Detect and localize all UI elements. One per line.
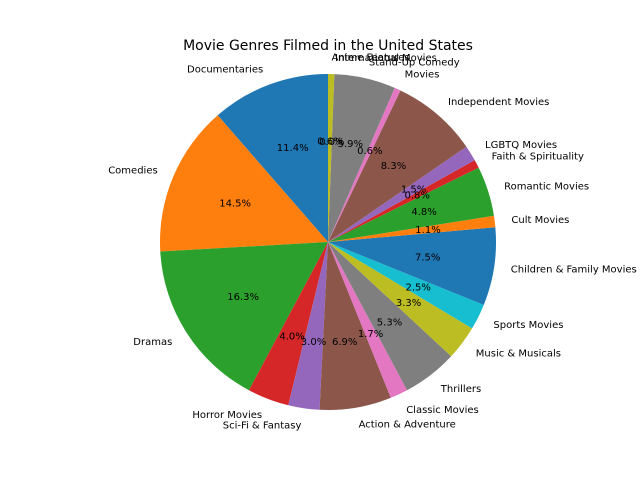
pie-slices xyxy=(160,74,496,411)
slice-label-romantic-movies: Romantic Movies xyxy=(504,182,589,193)
slice-label-sci-fi-fantasy: Sci-Fi & Fantasy xyxy=(223,420,302,431)
slice-stand-up-comedy xyxy=(328,74,395,243)
slice-label-international-movies: International Movies xyxy=(335,53,437,64)
pct-label-stand-up-comedy: 5.9% xyxy=(338,139,363,150)
slice-label-documentaries: Documentaries xyxy=(187,64,263,75)
slice-label-horror-movies: Horror Movies xyxy=(192,410,262,421)
slice-label-stand-up-comedy: Stand-Up Comedy xyxy=(369,57,460,68)
slice-label-music-musicals: Music & Musicals xyxy=(476,349,561,360)
slice-children-family-movies xyxy=(328,227,496,305)
slice-horror-movies xyxy=(248,242,328,406)
slice-classic-movies xyxy=(328,242,408,398)
slice-labels: Documentaries Comedies Dramas Horror Movies… xyxy=(108,53,637,432)
slice-label-children-family-movies: Children & Family Movies xyxy=(511,265,637,276)
slice-label-comedies: Comedies xyxy=(108,166,157,177)
pct-label-comedies: 14.5% xyxy=(219,198,251,209)
slice-sports-movies xyxy=(328,242,484,329)
slice-thrillers xyxy=(328,242,452,391)
pct-label-lgbtq-movies: 1.5% xyxy=(401,184,426,195)
pct-label-movies: 0.6% xyxy=(357,146,382,157)
pct-label-cult-movies: 1.1% xyxy=(415,225,440,236)
slice-dramas xyxy=(160,242,328,391)
slice-sci-fi-fantasy xyxy=(288,242,328,410)
slice-label-faith-spirituality: Faith & Spirituality xyxy=(492,152,584,163)
slice-label-action-adventure: Action & Adventure xyxy=(359,420,456,431)
slice-label-lgbtq-movies: LGBTQ Movies xyxy=(485,140,557,151)
slice-cult-movies xyxy=(328,215,496,242)
slice-label-cult-movies: Cult Movies xyxy=(511,215,569,226)
slice-label-independent-movies: Independent Movies xyxy=(448,97,549,108)
slice-label-anime-features: Anime Features xyxy=(332,53,410,64)
pct-label-romantic-movies: 4.8% xyxy=(411,207,436,218)
pct-label-action-adventure: 6.9% xyxy=(332,337,357,348)
slice-label-movies: Movies xyxy=(405,69,440,80)
pct-label-music-musicals: 3.3% xyxy=(396,298,421,309)
pct-label-sports-movies: 2.5% xyxy=(405,282,430,293)
slice-romantic-movies xyxy=(328,167,494,242)
slice-label-sports-movies: Sports Movies xyxy=(493,320,563,331)
percent-labels: 11.4% 14.5% 16.3% 4.0%3.0% 6.9%1.7%5.3% 3.3% 2… xyxy=(219,137,440,349)
slice-anime-features xyxy=(328,74,335,242)
slice-faith-spirituality xyxy=(328,160,479,242)
pct-label-anime-features: 0.6% xyxy=(317,137,342,148)
slice-label-thrillers: Thrillers xyxy=(440,384,481,395)
chart-title: Movie Genres Filmed in the United States xyxy=(183,38,473,54)
slice-label-dramas: Dramas xyxy=(133,337,172,348)
pct-label-classic-movies: 1.7% xyxy=(358,329,383,340)
pct-label-dramas: 16.3% xyxy=(227,292,259,303)
pct-label-children-family-movies: 7.5% xyxy=(415,252,440,263)
pct-label-international-movies: 0.0% xyxy=(319,137,344,148)
pct-label-thrillers: 5.3% xyxy=(377,317,402,328)
pct-label-horror-movies: 4.0% xyxy=(279,332,304,343)
slice-label-classic-movies: Classic Movies xyxy=(406,405,479,416)
slice-documentaries xyxy=(217,74,328,242)
slice-lgbtq-movies xyxy=(328,146,475,242)
slice-independent-movies xyxy=(328,90,467,242)
slice-movies xyxy=(328,87,401,242)
pct-label-documentaries: 11.4% xyxy=(277,143,309,154)
slice-action-adventure xyxy=(319,242,391,411)
pct-label-sci-fi-fantasy: 3.0% xyxy=(301,337,326,348)
pct-label-independent-movies: 8.3% xyxy=(381,161,406,172)
slice-music-musicals xyxy=(328,242,473,357)
pct-label-faith-spirituality: 0.8% xyxy=(404,191,429,202)
slice-comedies xyxy=(160,115,328,252)
